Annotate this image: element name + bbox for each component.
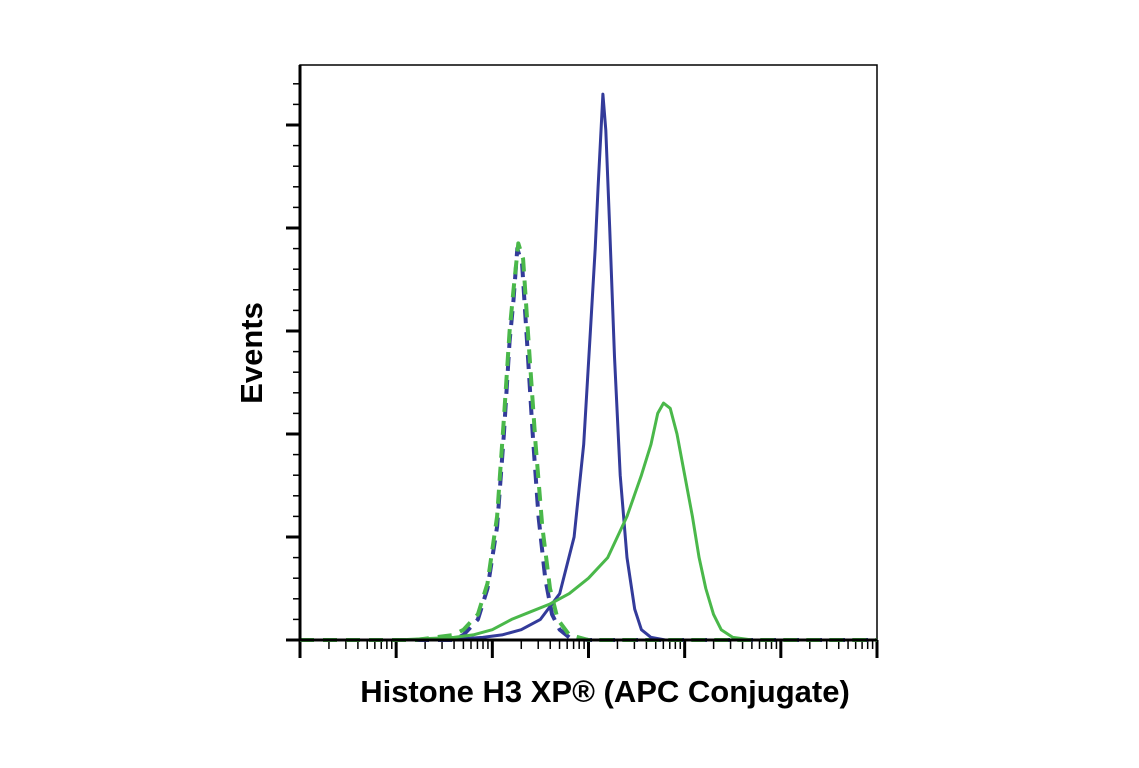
y-axis-ticks [286,83,300,642]
series-line-1 [300,246,877,642]
series-layer [300,92,877,642]
y-axis-title: Events [234,302,269,404]
series-line-3 [300,92,877,642]
series-line-2 [300,241,877,642]
x-axis-ticks [298,640,879,658]
x-axis-title: Histone H3 XP® (APC Conjugate) [360,674,850,709]
series-line-4 [300,401,877,642]
